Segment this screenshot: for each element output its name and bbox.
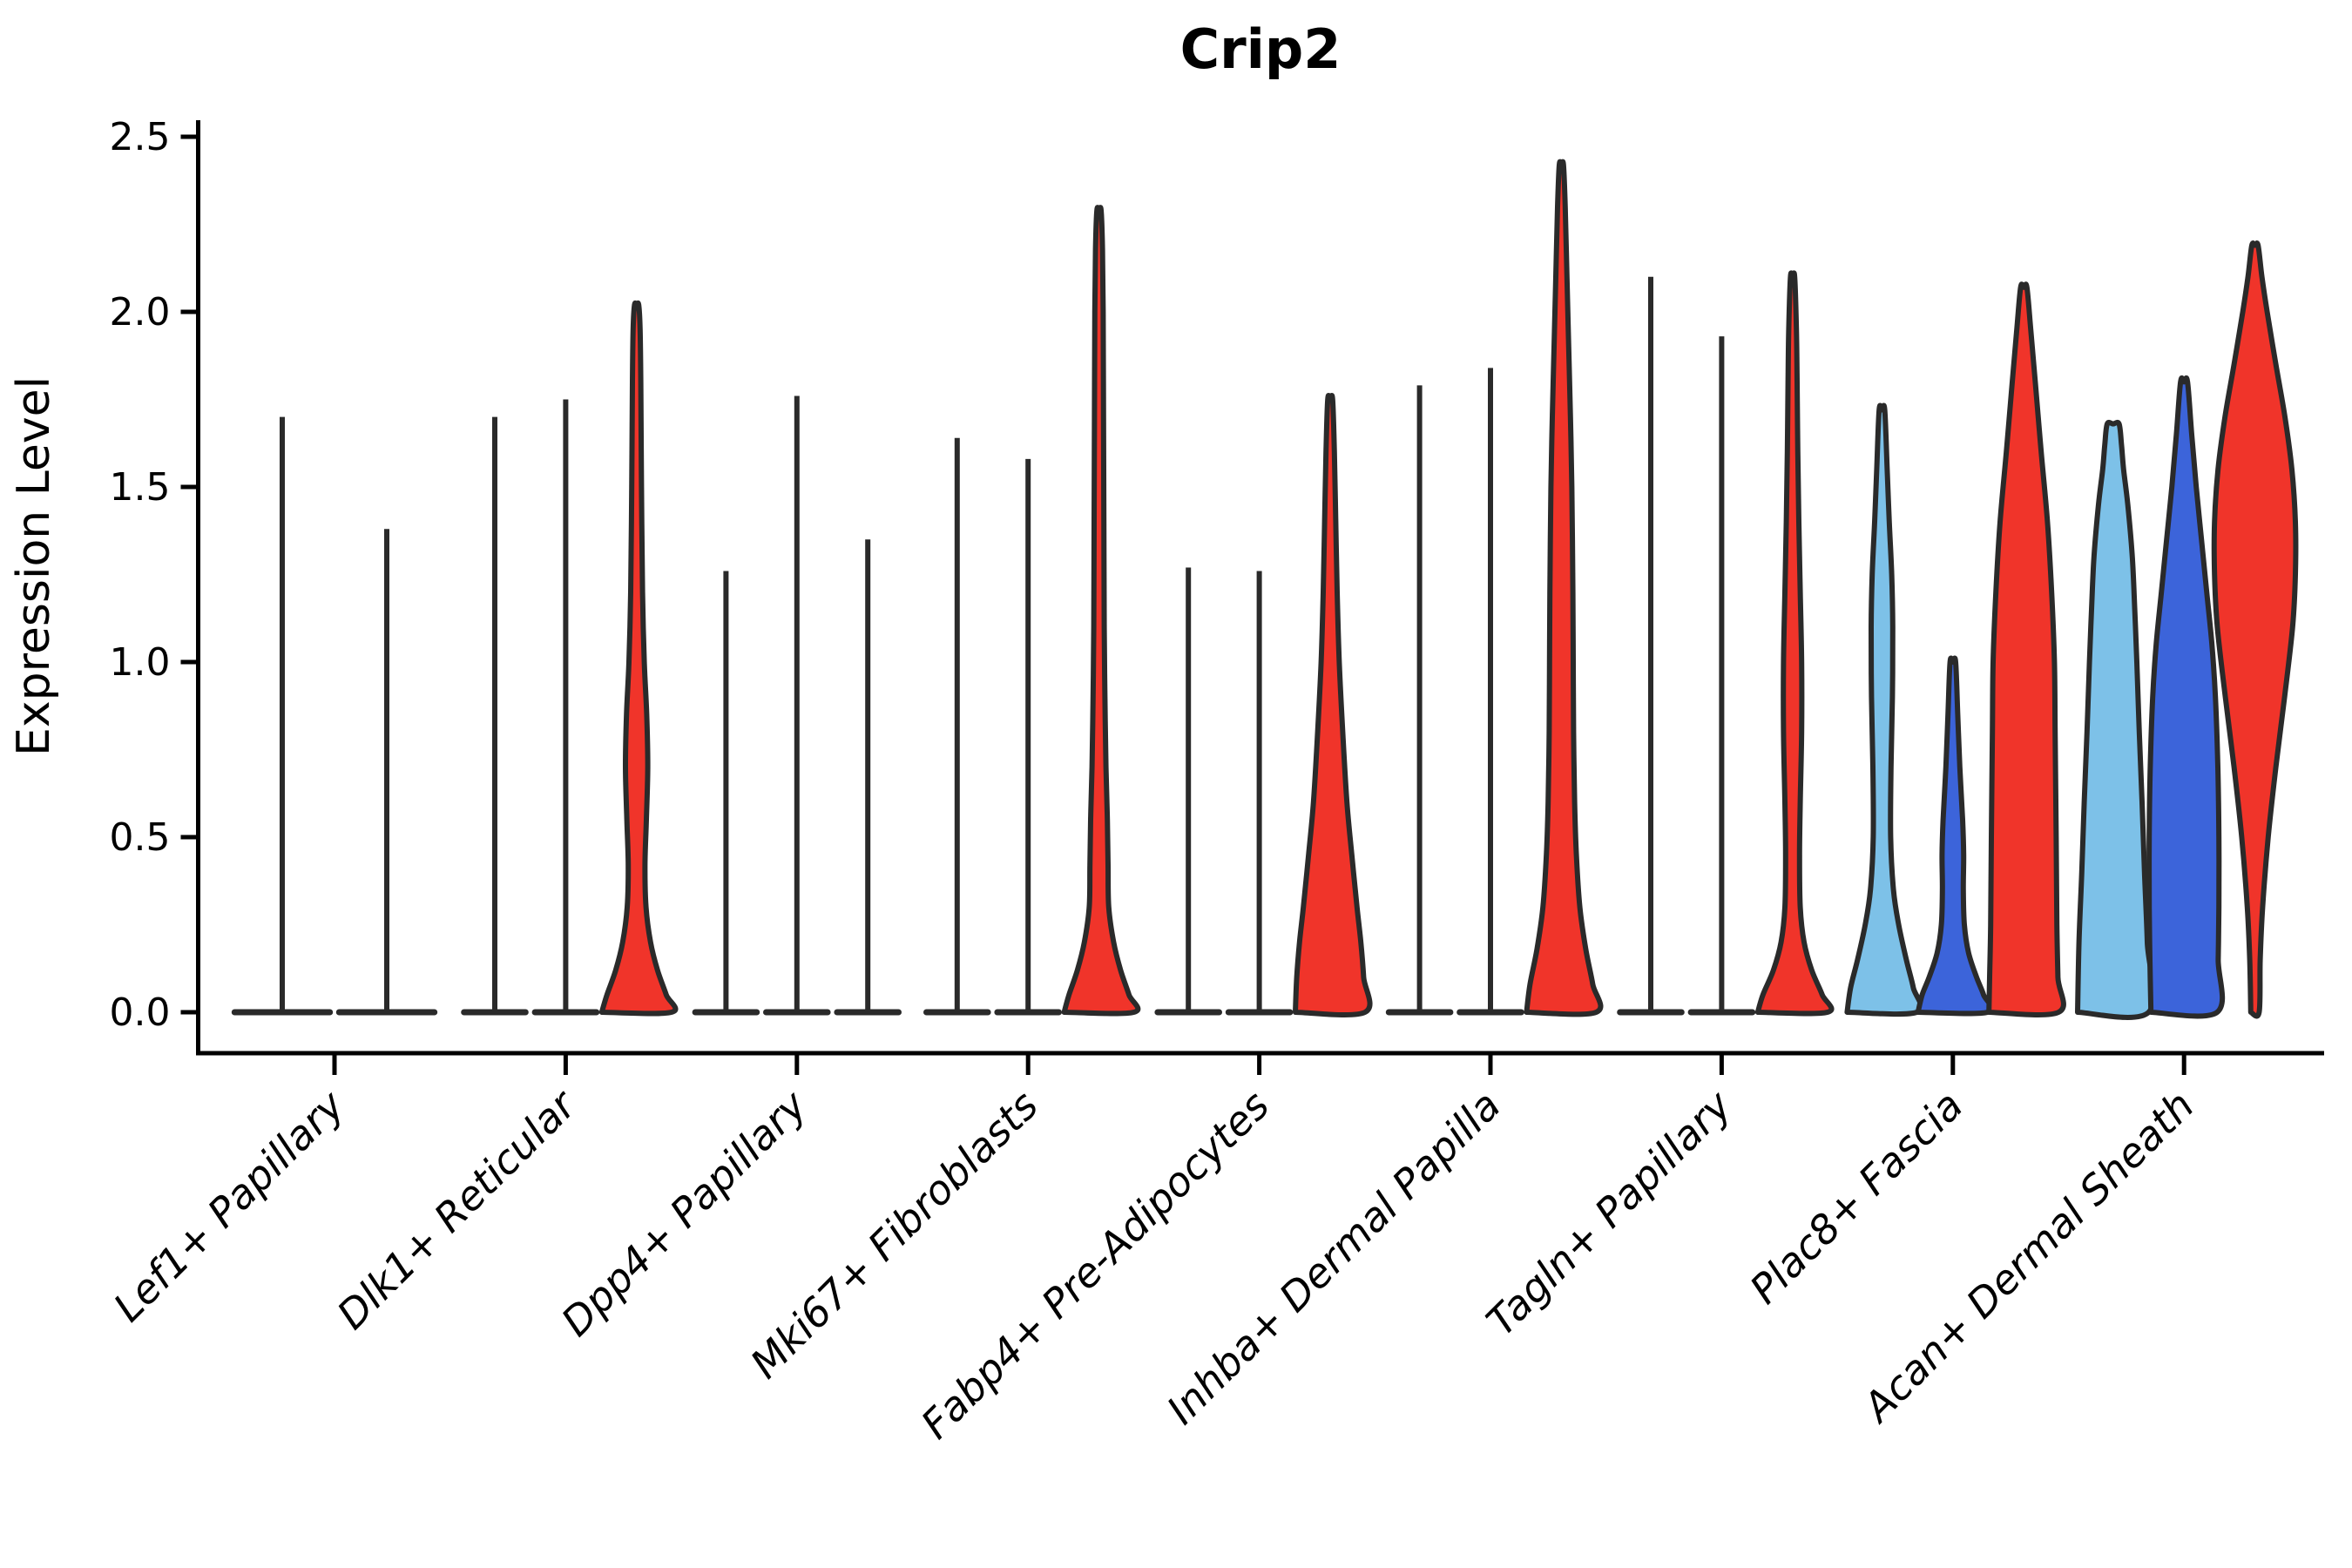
y-tick-label: 0.0 [110,990,171,1035]
y-tick-label: 1.0 [110,640,171,685]
violin-dark_blue [2146,375,2226,1019]
axes [180,120,2324,1075]
y-tick-label: 2.5 [110,115,171,159]
x-tick-label: Dlk1+ Reticular [328,1079,587,1338]
violin-red [2211,240,2299,1019]
x-tick-label: Plac8+ Fascia [1740,1082,1971,1313]
x-tick-label: Dpp4+ Papillary [552,1081,816,1345]
violin-light_blue [1844,402,1924,1017]
violins [231,159,2299,1020]
y-tick-label: 2.0 [110,290,171,335]
y-tick-label: 0.5 [110,815,171,860]
violin-red [1524,159,1604,1017]
violin-light_blue [2075,419,2157,1020]
violin-red [1293,393,1373,1017]
violin-dark_blue [1915,655,1995,1017]
y-axis-label: Expression Level [8,376,60,756]
x-tick-label: Tagln+ Papillary [1477,1081,1741,1345]
y-tick-label: 1.5 [110,465,171,510]
violin-red [1061,205,1141,1017]
violin-red [1754,270,1835,1017]
x-tick-label: Lef1+ Papillary [105,1081,354,1330]
violin-red [598,300,679,1017]
violin-red [1986,281,2066,1017]
plot-title: Crip2 [1180,17,1342,81]
